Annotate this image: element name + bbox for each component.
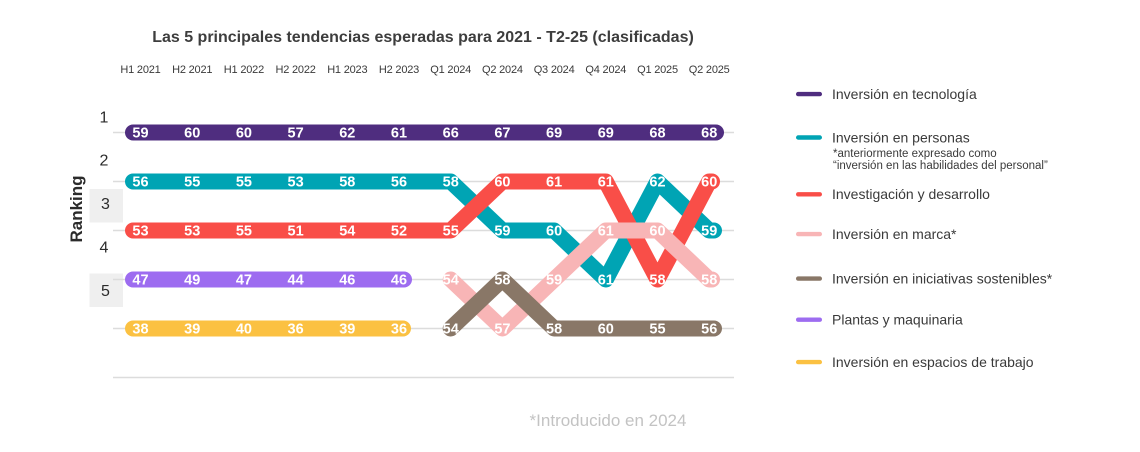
- svg-text:2: 2: [100, 153, 109, 170]
- svg-text:53: 53: [288, 175, 304, 191]
- svg-text:56: 56: [132, 175, 148, 191]
- svg-text:Q1 2024: Q1 2024: [430, 64, 471, 76]
- svg-text:60: 60: [701, 175, 717, 191]
- svg-text:Investigación y desarrollo: Investigación y desarrollo: [832, 186, 990, 202]
- svg-text:59: 59: [546, 273, 562, 289]
- svg-text:55: 55: [443, 224, 459, 240]
- svg-text:Inversión en tecnología: Inversión en tecnología: [832, 86, 977, 102]
- svg-text:55: 55: [236, 175, 252, 191]
- svg-text:67: 67: [494, 126, 510, 142]
- svg-text:59: 59: [701, 224, 717, 240]
- svg-text:46: 46: [339, 273, 355, 289]
- svg-text:58: 58: [443, 175, 459, 191]
- svg-text:56: 56: [391, 175, 407, 191]
- svg-text:Q2 2025: Q2 2025: [689, 64, 730, 76]
- svg-text:51: 51: [288, 224, 304, 240]
- svg-text:53: 53: [132, 224, 148, 240]
- svg-text:*Introducido en 2024: *Introducido en 2024: [530, 411, 687, 430]
- svg-text:Inversión en personas: Inversión en personas: [832, 130, 970, 146]
- svg-text:62: 62: [649, 175, 665, 191]
- svg-text:40: 40: [236, 322, 252, 338]
- svg-text:Q4 2024: Q4 2024: [585, 64, 626, 76]
- svg-text:61: 61: [598, 273, 614, 289]
- svg-text:H2 2022: H2 2022: [275, 64, 315, 76]
- svg-text:54: 54: [339, 224, 355, 240]
- svg-text:58: 58: [339, 175, 355, 191]
- svg-text:52: 52: [391, 224, 407, 240]
- svg-text:55: 55: [649, 322, 665, 338]
- svg-text:61: 61: [391, 126, 407, 142]
- svg-text:60: 60: [184, 126, 200, 142]
- svg-text:60: 60: [546, 224, 562, 240]
- svg-text:38: 38: [132, 322, 148, 338]
- svg-text:55: 55: [236, 224, 252, 240]
- svg-text:44: 44: [288, 273, 304, 289]
- svg-text:36: 36: [391, 322, 407, 338]
- svg-text:59: 59: [132, 126, 148, 142]
- svg-text:Plantas y maquinaria: Plantas y maquinaria: [832, 312, 963, 328]
- svg-text:60: 60: [649, 224, 665, 240]
- svg-text:H1 2022: H1 2022: [224, 64, 264, 76]
- svg-text:62: 62: [339, 126, 355, 142]
- svg-text:60: 60: [236, 126, 252, 142]
- svg-text:H1 2023: H1 2023: [327, 64, 367, 76]
- svg-text:Inversión en espacios de traba: Inversión en espacios de trabajo: [832, 354, 1034, 370]
- svg-text:4: 4: [100, 240, 109, 257]
- svg-text:60: 60: [598, 322, 614, 338]
- svg-text:H2 2021: H2 2021: [172, 64, 212, 76]
- svg-text:Q3 2024: Q3 2024: [534, 64, 575, 76]
- svg-text:39: 39: [339, 322, 355, 338]
- svg-text:36: 36: [288, 322, 304, 338]
- svg-text:68: 68: [649, 126, 665, 142]
- svg-text:58: 58: [546, 322, 562, 338]
- svg-text:Las 5 principales tendencias e: Las 5 principales tendencias esperadas p…: [152, 29, 694, 46]
- svg-text:H1 2021: H1 2021: [120, 64, 160, 76]
- svg-text:3: 3: [101, 196, 110, 213]
- svg-text:Ranking: Ranking: [67, 175, 86, 242]
- svg-text:69: 69: [598, 126, 614, 142]
- svg-text:1: 1: [100, 109, 109, 126]
- svg-text:*anteriormente expresado como: *anteriormente expresado como: [833, 148, 997, 160]
- svg-text:56: 56: [701, 322, 717, 338]
- svg-text:61: 61: [598, 175, 614, 191]
- svg-text:49: 49: [184, 273, 200, 289]
- svg-text:54: 54: [443, 322, 459, 338]
- svg-text:47: 47: [236, 273, 252, 289]
- svg-text:69: 69: [546, 126, 562, 142]
- svg-text:68: 68: [701, 126, 717, 142]
- svg-text:H2 2023: H2 2023: [379, 64, 419, 76]
- svg-text:“inversión en las habilidades: “inversión en las habilidades del person…: [833, 160, 1048, 172]
- svg-text:57: 57: [288, 126, 304, 142]
- svg-text:61: 61: [598, 224, 614, 240]
- svg-text:Inversión en iniciativas soste: Inversión en iniciativas sostenibles*: [832, 271, 1053, 287]
- svg-text:60: 60: [494, 175, 510, 191]
- svg-text:54: 54: [443, 273, 459, 289]
- svg-text:58: 58: [701, 273, 717, 289]
- svg-text:Q2 2024: Q2 2024: [482, 64, 523, 76]
- svg-text:46: 46: [391, 273, 407, 289]
- svg-text:59: 59: [494, 224, 510, 240]
- svg-text:47: 47: [132, 273, 148, 289]
- svg-text:39: 39: [184, 322, 200, 338]
- svg-text:57: 57: [494, 322, 510, 338]
- svg-text:61: 61: [546, 175, 562, 191]
- svg-text:58: 58: [649, 273, 665, 289]
- svg-text:58: 58: [494, 273, 510, 289]
- svg-text:Q1 2025: Q1 2025: [637, 64, 678, 76]
- svg-text:Inversión en marca*: Inversión en marca*: [832, 226, 957, 242]
- svg-text:5: 5: [101, 283, 110, 300]
- svg-text:53: 53: [184, 224, 200, 240]
- svg-text:55: 55: [184, 175, 200, 191]
- svg-text:66: 66: [443, 126, 459, 142]
